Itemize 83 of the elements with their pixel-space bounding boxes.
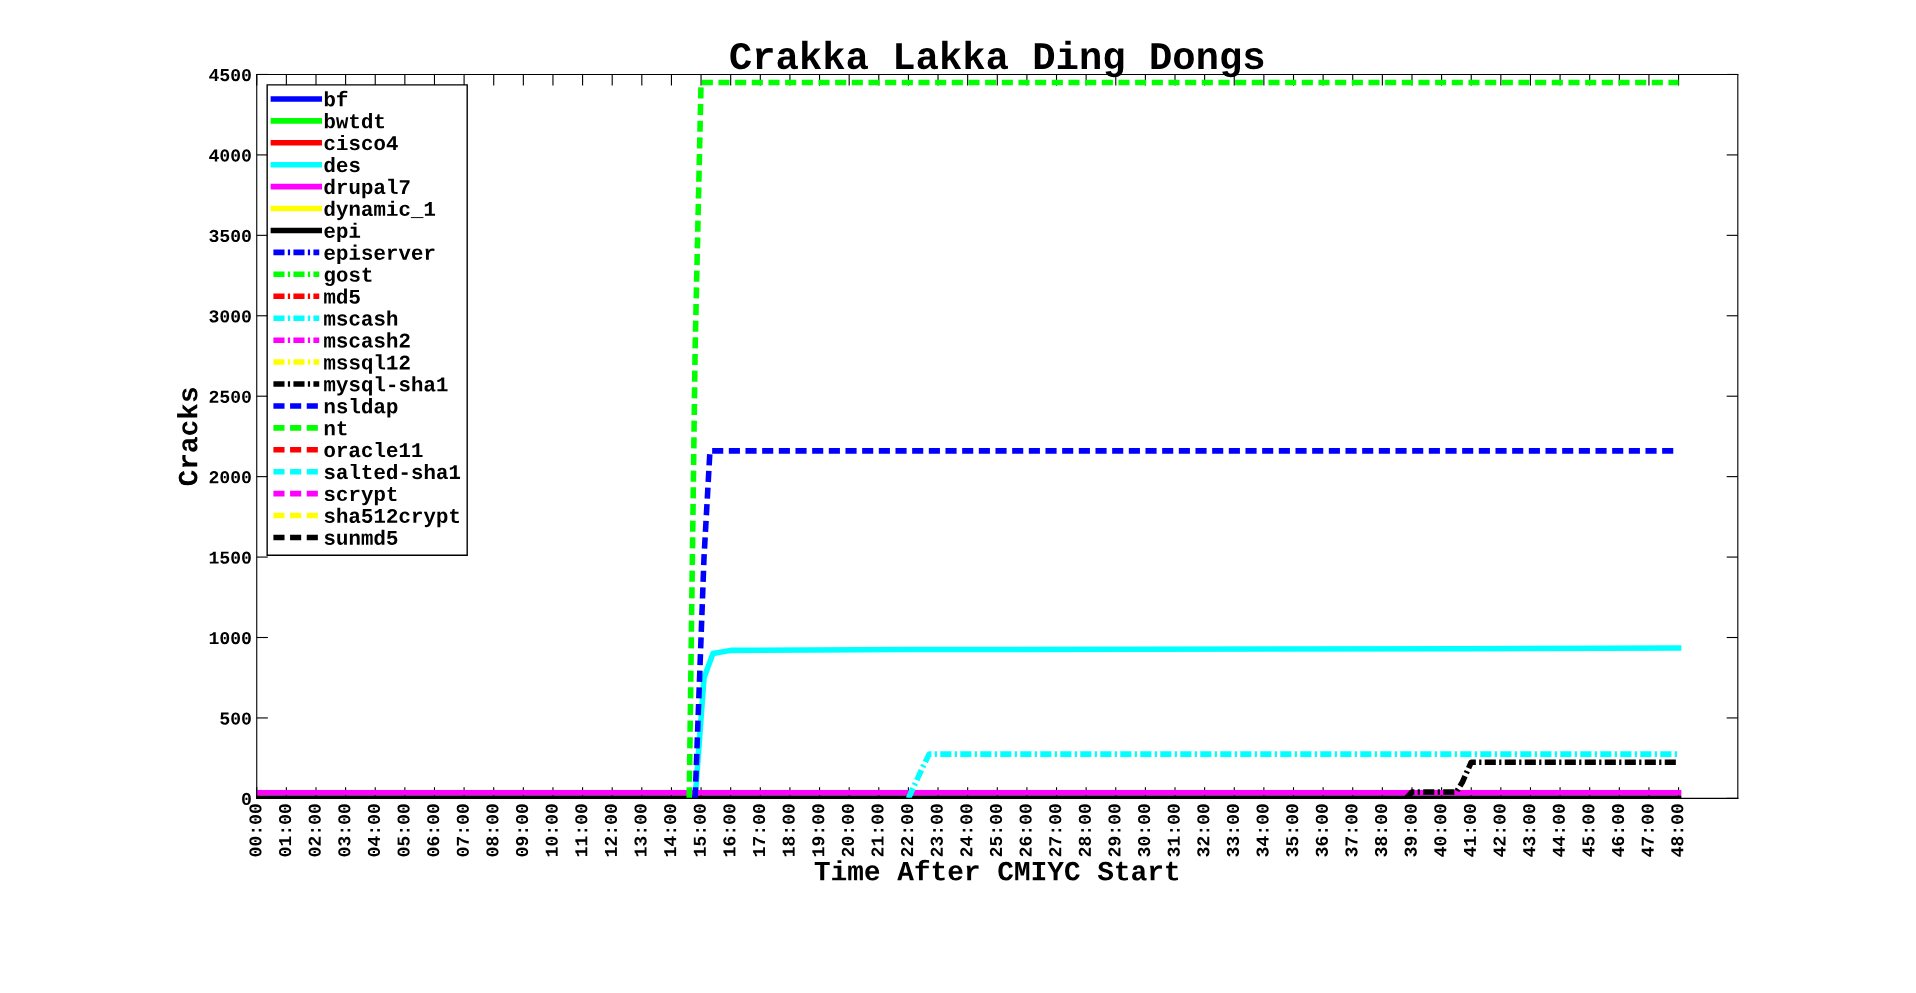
y-tick-label: 1500 xyxy=(209,551,251,564)
y-axis-title: Cracks xyxy=(177,388,198,486)
x-tick-label: 03:00 xyxy=(338,804,351,857)
legend-label: dynamic_1 xyxy=(324,200,436,221)
y-tick-label: 4000 xyxy=(209,149,251,162)
x-tick-label: 17:00 xyxy=(752,804,766,857)
legend-label: cisco4 xyxy=(324,134,398,151)
x-tick-label: 41:00 xyxy=(1463,804,1477,857)
x-tick-label: 01:00 xyxy=(278,804,292,857)
x-tick-label: 15:00 xyxy=(693,804,706,857)
y-tick-label: 0 xyxy=(242,792,251,806)
legend-label: episerver xyxy=(324,244,435,265)
x-tick-label: 26:00 xyxy=(1019,804,1032,857)
x-tick-label: 34:00 xyxy=(1256,804,1269,857)
x-tick-label: 30:00 xyxy=(1137,804,1151,857)
y-tick-label: 1000 xyxy=(209,631,251,645)
y-tick-label: 2500 xyxy=(209,390,251,403)
x-tick-label: 24:00 xyxy=(960,804,973,857)
x-tick-label: 46:00 xyxy=(1611,804,1625,857)
legend-label: salted-sha1 xyxy=(324,463,461,480)
x-tick-label: 40:00 xyxy=(1434,804,1447,857)
legend-label: oracle11 xyxy=(324,441,423,458)
x-tick-label: 27:00 xyxy=(1049,804,1062,857)
legend-label: des xyxy=(324,156,360,173)
legend-label: mysql-sha1 xyxy=(324,376,448,396)
y-tick-label: 4500 xyxy=(209,68,251,82)
legend-label: sunmd5 xyxy=(324,529,398,545)
x-tick-label: 08:00 xyxy=(486,804,499,857)
x-tick-label: 13:00 xyxy=(634,804,647,857)
x-tick-label: 35:00 xyxy=(1286,804,1299,857)
x-axis-title: Time After CMIYC Start xyxy=(814,859,1178,881)
x-tick-label: 44:00 xyxy=(1552,804,1565,857)
x-tick-label: 09:00 xyxy=(515,804,529,857)
x-tick-label: 32:00 xyxy=(1197,804,1210,857)
x-tick-label: 20:00 xyxy=(841,804,855,857)
legend-label: scrypt xyxy=(324,487,397,506)
legend-label: mssql12 xyxy=(324,354,410,374)
x-tick-label: 23:00 xyxy=(930,804,943,857)
legend-label: bwtdt xyxy=(324,113,384,129)
y-tick-label: 3000 xyxy=(209,310,251,323)
x-tick-label: 33:00 xyxy=(1226,804,1240,857)
legend-label: nt xyxy=(324,421,347,436)
legend-label: bf xyxy=(324,90,348,107)
x-tick-label: 42:00 xyxy=(1493,804,1506,857)
x-tick-label: 05:00 xyxy=(397,804,410,857)
chart-title: Crakka Lakka Ding Dongs xyxy=(730,40,1264,78)
x-tick-label: 39:00 xyxy=(1404,804,1417,857)
x-tick-label: 25:00 xyxy=(989,804,1003,857)
x-tick-label: 22:00 xyxy=(901,804,914,857)
x-tick-label: 38:00 xyxy=(1374,804,1388,857)
legend-label: drupal7 xyxy=(324,178,410,199)
legend-label: sha512crypt xyxy=(324,507,459,528)
x-tick-label: 18:00 xyxy=(782,804,795,857)
x-tick-label: 29:00 xyxy=(1108,804,1121,857)
x-tick-label: 06:00 xyxy=(427,804,440,857)
x-tick-label: 11:00 xyxy=(575,804,588,857)
x-tick-label: 45:00 xyxy=(1582,804,1595,857)
x-tick-label: 16:00 xyxy=(723,804,736,857)
x-tick-label: 21:00 xyxy=(871,804,884,857)
x-tick-label: 07:00 xyxy=(456,804,469,857)
y-tick-label: 500 xyxy=(220,712,251,725)
legend-label: mscash2 xyxy=(324,332,410,348)
legend-label: mscash xyxy=(324,310,398,326)
x-tick-label: 02:00 xyxy=(308,804,321,857)
legend-label: epi xyxy=(324,222,361,243)
x-tick-label: 28:00 xyxy=(1078,804,1091,857)
x-tick-label: 19:00 xyxy=(812,804,825,857)
x-tick-label: 36:00 xyxy=(1315,804,1328,857)
legend-label: md5 xyxy=(324,288,360,304)
x-tick-label: 48:00 xyxy=(1671,804,1684,857)
x-tick-label: 37:00 xyxy=(1345,804,1358,857)
x-tick-label: 00:00 xyxy=(249,804,262,857)
y-tick-label: 3500 xyxy=(209,229,251,243)
legend-label: gost xyxy=(324,267,372,287)
y-tick-label: 2000 xyxy=(209,471,251,484)
x-tick-label: 31:00 xyxy=(1167,804,1180,857)
legend-label: nsldap xyxy=(324,398,398,418)
x-tick-label: 43:00 xyxy=(1523,804,1536,857)
x-tick-label: 12:00 xyxy=(604,804,618,857)
x-tick-label: 14:00 xyxy=(664,804,677,857)
x-tick-label: 04:00 xyxy=(367,804,381,857)
x-tick-label: 10:00 xyxy=(545,804,558,857)
x-tick-label: 47:00 xyxy=(1641,804,1654,857)
